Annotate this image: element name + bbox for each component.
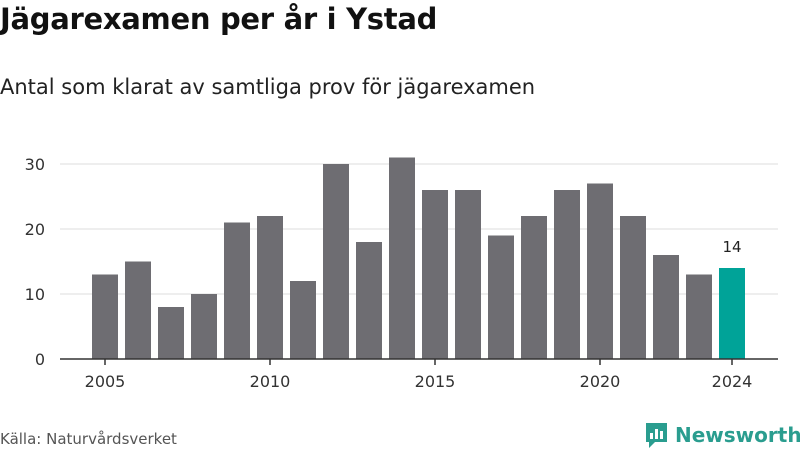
- bar-2005: [92, 274, 118, 359]
- bar-2021: [620, 216, 646, 359]
- y-tick-label: 0: [35, 350, 45, 369]
- axes: [60, 358, 778, 365]
- y-tick-label: 20: [25, 220, 45, 239]
- bar-2016: [455, 190, 481, 359]
- x-tick-label: 2020: [580, 372, 621, 391]
- bar-2024: [719, 268, 745, 359]
- brand-logo: Newsworthy: [644, 421, 800, 449]
- bar-2011: [290, 281, 316, 359]
- bar-2018: [521, 216, 547, 359]
- chart-title: Jägarexamen per år i Ystad: [0, 2, 438, 36]
- bar-2020: [587, 183, 613, 359]
- bar-2008: [191, 294, 217, 359]
- x-tick-label: 2010: [250, 372, 291, 391]
- bar-2019: [554, 190, 580, 359]
- bar-2014: [389, 157, 415, 359]
- y-tick-label: 10: [25, 285, 45, 304]
- x-tick-label: 2015: [415, 372, 456, 391]
- bar-2015: [422, 190, 448, 359]
- bar-2012: [323, 164, 349, 359]
- labels: 0 10 20 30 14 2005 2010 2015 2020 2024: [25, 155, 753, 391]
- bar-2006: [125, 261, 151, 359]
- bar-2013: [356, 242, 382, 359]
- bar-2009: [224, 222, 250, 359]
- bar-2017: [488, 235, 514, 359]
- bar-2023: [686, 274, 712, 359]
- bars: [92, 157, 745, 359]
- bar-2010: [257, 216, 283, 359]
- brand-name: Newsworthy: [675, 423, 800, 447]
- chart-subtitle: Antal som klarat av samtliga prov för jä…: [0, 75, 536, 99]
- source-note: Källa: Naturvårdsverket: [0, 430, 177, 448]
- y-tick-label: 30: [25, 155, 45, 174]
- bar-2022: [653, 255, 679, 359]
- x-tick-label: 2024: [712, 372, 753, 391]
- bar-2007: [158, 307, 184, 359]
- newsworthy-logo-icon: [644, 421, 669, 449]
- x-tick-label: 2005: [85, 372, 126, 391]
- data-label-highlight: 14: [722, 238, 741, 256]
